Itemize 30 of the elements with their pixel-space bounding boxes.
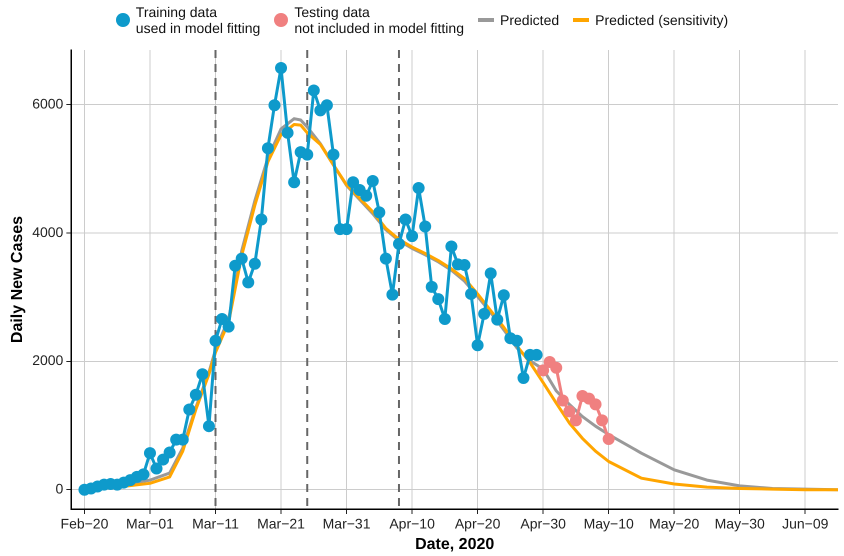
legend-label: Predicted <box>500 12 560 28</box>
x-tick-label: Mar−11 <box>192 515 240 532</box>
legend-label: Training data used in model fitting <box>136 4 260 36</box>
x-tick-label: May−30 <box>714 515 766 532</box>
y-tick-label: 0 <box>56 480 64 497</box>
point <box>537 364 550 376</box>
x-tick-label: Apr−30 <box>520 515 566 532</box>
x-tick-label: Feb−20 <box>60 515 109 532</box>
y-tick-label: 6000 <box>32 95 64 112</box>
legend-label: Testing data not included in model fitting <box>294 4 464 36</box>
x-tick-label: May−20 <box>649 515 700 532</box>
x-axis-title: Date, 2020 <box>415 536 494 553</box>
point <box>590 398 602 410</box>
point <box>602 433 615 446</box>
point <box>550 362 562 374</box>
point <box>563 405 576 418</box>
x-tick-label: Mar−21 <box>257 515 306 532</box>
point <box>570 414 582 426</box>
point <box>556 394 569 407</box>
x-tick-label: Apr−10 <box>389 515 436 532</box>
legend-label: Predicted (sensitivity) <box>595 12 728 28</box>
x-tick-label: May−10 <box>584 515 634 532</box>
x-tick-label: Jun−09 <box>782 515 829 532</box>
x-tick-label: Apr−20 <box>454 515 501 532</box>
y-tick-label: 2000 <box>32 352 64 368</box>
y-tick-label: 4000 <box>32 224 64 240</box>
point <box>596 414 608 426</box>
x-tick-label: Mar−01 <box>126 515 174 532</box>
y-axis-title: Daily New Cases <box>9 216 26 344</box>
x-tick-label: Mar−31 <box>322 515 371 532</box>
